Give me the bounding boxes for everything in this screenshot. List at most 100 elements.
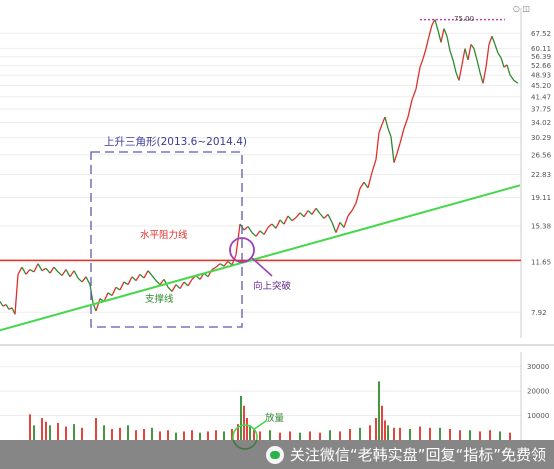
- price-tick-label: 45.20: [531, 82, 551, 90]
- price-segment: [431, 19, 436, 26]
- price-segment: [61, 269, 67, 276]
- volume-bar: [135, 430, 137, 440]
- price-segment: [331, 222, 337, 233]
- price-tick-label: 41.47: [531, 93, 551, 101]
- volume-bar: [469, 430, 471, 440]
- price-segment: [179, 281, 185, 289]
- price-segment: [347, 210, 353, 217]
- price-tick-label: 11.65: [531, 259, 551, 267]
- breakout-arrow: [251, 257, 273, 277]
- price-segment: [387, 128, 392, 137]
- price-segment: [171, 284, 177, 292]
- price-segment: [488, 36, 493, 45]
- support-line: [0, 184, 521, 332]
- volume-bar: [329, 430, 331, 440]
- price-segment: [143, 270, 149, 279]
- price-segment: [259, 230, 265, 235]
- volume-gridlines: [0, 366, 521, 417]
- price-segment: [381, 116, 386, 125]
- volume-arrow: [252, 420, 267, 431]
- resistance-label: 水平阻力线: [140, 229, 188, 241]
- price-tick-label: 37.75: [531, 105, 551, 113]
- price-segment: [291, 217, 297, 222]
- volume-bar: [159, 431, 161, 440]
- price-segment: [367, 172, 373, 188]
- volume-bar: [399, 427, 401, 440]
- price-segment: [131, 276, 137, 282]
- price-segment: [434, 19, 439, 31]
- price-segment: [275, 219, 281, 229]
- volume-bar: [289, 431, 291, 440]
- volume-bar: [243, 405, 245, 440]
- price-segment: [509, 74, 515, 81]
- volume-bar: [409, 429, 411, 440]
- price-segment: [437, 30, 442, 43]
- support-label: 支撑线: [145, 293, 174, 305]
- volume-bar: [41, 418, 43, 440]
- volume-bar: [49, 425, 51, 440]
- price-segment: [407, 99, 413, 118]
- price-segment: [422, 48, 427, 59]
- price-segment: [287, 215, 293, 222]
- price-segment: [452, 59, 457, 73]
- price-segment: [243, 226, 249, 231]
- watermark-text: 关注微信“老韩实盘”回复“指标”免费领: [289, 446, 546, 464]
- price-segment: [175, 284, 181, 290]
- volume-label: 放量: [265, 412, 285, 424]
- volume-bar: [223, 431, 225, 440]
- price-segment: [419, 58, 424, 68]
- price-segment: [359, 181, 365, 189]
- price-segment: [0, 301, 4, 307]
- volume-bar: [237, 424, 239, 440]
- price-segment: [107, 292, 113, 297]
- price-segment: [461, 48, 466, 65]
- price-segment: [57, 271, 63, 277]
- volume-bar: [319, 432, 321, 440]
- price-segment: [247, 226, 253, 234]
- volume-bar: [489, 430, 491, 440]
- price-segment: [494, 44, 499, 54]
- volume-bar: [167, 430, 169, 440]
- price-segment: [5, 304, 10, 310]
- price-segment: [396, 143, 401, 154]
- volume-tick-label: 30000: [527, 363, 549, 371]
- price-tick-label: 22.83: [531, 171, 551, 179]
- volume-bar: [375, 418, 377, 440]
- volume-bar: [269, 430, 271, 440]
- volume-bar: [439, 427, 441, 440]
- price-segment: [335, 222, 341, 233]
- price-segment: [384, 116, 389, 129]
- price-segment: [443, 28, 448, 37]
- price-segment: [183, 281, 189, 287]
- volume-bar: [119, 427, 121, 440]
- price-tick-label: 60.11: [531, 45, 551, 53]
- price-segment: [123, 281, 129, 286]
- breakout-label: 向上突破: [253, 280, 292, 292]
- price-segment: [315, 207, 321, 215]
- price-segment: [271, 223, 277, 229]
- volume-bar: [339, 431, 341, 440]
- price-segment: [506, 64, 511, 76]
- price-segment: [267, 223, 273, 228]
- price-segment: [255, 230, 261, 237]
- chart-corner-icons[interactable]: ○ ◫: [512, 4, 530, 13]
- price-segment: [159, 278, 165, 285]
- price-segment: [464, 48, 469, 61]
- price-segment: [95, 298, 101, 312]
- triangle-pattern-box: [90, 151, 243, 328]
- volume-bar: [499, 431, 501, 440]
- volume-bar: [387, 425, 389, 440]
- volume-bar: [279, 432, 281, 440]
- price-segment: [127, 276, 133, 285]
- price-segment: [378, 124, 383, 133]
- price-segment: [77, 277, 83, 283]
- price-segment: [211, 266, 217, 271]
- price-tick-label: 67.52: [531, 30, 551, 38]
- price-segment: [446, 36, 451, 51]
- price-segment: [151, 275, 157, 282]
- price-segment: [327, 214, 333, 223]
- price-segment: [455, 72, 460, 81]
- volume-bar: [111, 429, 113, 440]
- volume-bar: [57, 422, 59, 440]
